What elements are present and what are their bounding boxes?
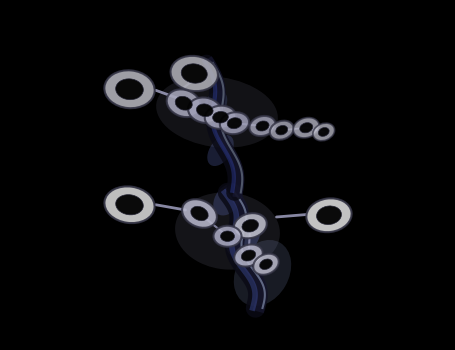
Ellipse shape xyxy=(234,244,263,267)
Ellipse shape xyxy=(191,206,208,220)
Ellipse shape xyxy=(242,219,258,232)
Ellipse shape xyxy=(116,79,143,100)
Ellipse shape xyxy=(213,183,242,216)
Ellipse shape xyxy=(207,135,234,166)
Ellipse shape xyxy=(182,199,217,228)
Ellipse shape xyxy=(197,104,213,117)
Ellipse shape xyxy=(171,56,218,91)
Ellipse shape xyxy=(234,213,267,238)
Ellipse shape xyxy=(227,118,242,129)
Ellipse shape xyxy=(313,123,334,141)
Ellipse shape xyxy=(241,250,256,261)
Ellipse shape xyxy=(220,112,249,134)
Ellipse shape xyxy=(318,127,329,136)
Ellipse shape xyxy=(104,187,155,223)
Ellipse shape xyxy=(212,111,228,123)
Ellipse shape xyxy=(221,231,234,241)
Ellipse shape xyxy=(156,76,278,148)
Ellipse shape xyxy=(116,195,143,215)
Ellipse shape xyxy=(167,89,201,117)
Ellipse shape xyxy=(249,116,276,136)
Ellipse shape xyxy=(213,226,242,247)
Ellipse shape xyxy=(175,96,192,110)
Ellipse shape xyxy=(188,98,222,123)
Ellipse shape xyxy=(270,121,293,140)
Ellipse shape xyxy=(260,259,273,270)
Ellipse shape xyxy=(276,125,288,135)
Ellipse shape xyxy=(300,122,313,133)
Ellipse shape xyxy=(175,193,280,270)
Ellipse shape xyxy=(253,254,279,275)
Ellipse shape xyxy=(203,90,228,120)
Ellipse shape xyxy=(317,206,341,225)
Ellipse shape xyxy=(293,118,319,138)
Ellipse shape xyxy=(226,219,261,257)
Ellipse shape xyxy=(306,198,352,232)
Ellipse shape xyxy=(104,70,155,108)
Ellipse shape xyxy=(181,64,207,83)
Ellipse shape xyxy=(205,106,236,129)
Ellipse shape xyxy=(234,240,291,306)
Ellipse shape xyxy=(256,121,269,131)
